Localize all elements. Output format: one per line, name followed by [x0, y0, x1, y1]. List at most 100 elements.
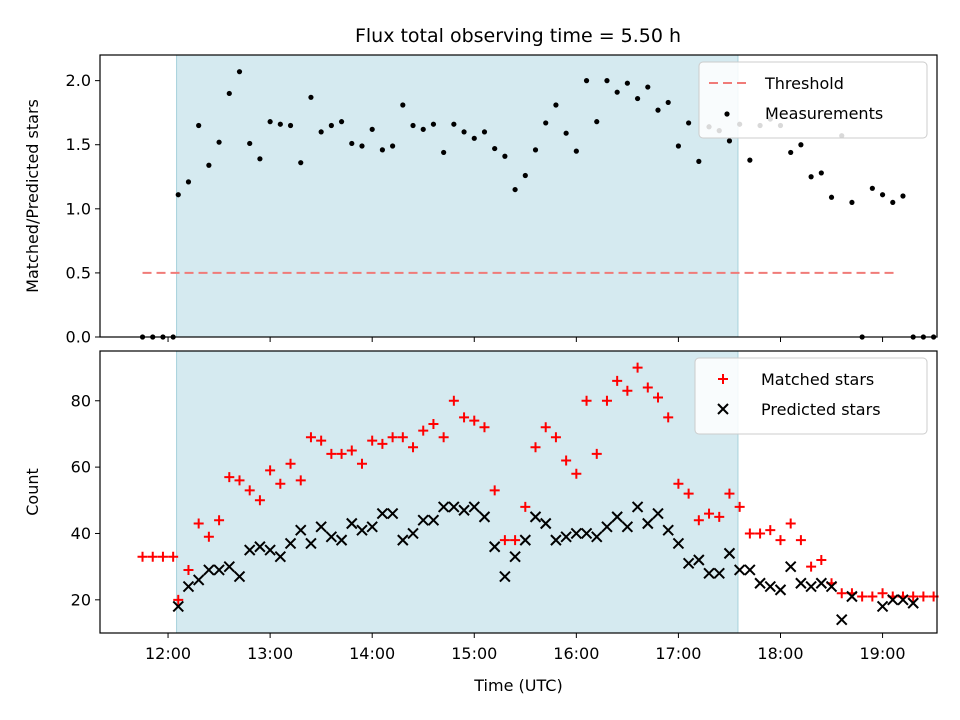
matched-star-point: [877, 588, 888, 599]
predicted-star-point: [254, 541, 266, 553]
predicted-star-point: [764, 580, 776, 593]
matched-star-point: [408, 442, 419, 453]
measurement-point: [818, 170, 824, 176]
measurement-point: [338, 119, 345, 125]
predicted-star-point: [437, 501, 450, 513]
measurement-point: [726, 138, 733, 144]
measurement-point: [604, 78, 610, 84]
x-tick-label: 15:00: [451, 644, 497, 663]
measurement-point: [349, 140, 355, 147]
y-tick-label: 80: [71, 391, 91, 410]
predicted-star-point: [264, 544, 276, 556]
matched-star-point: [724, 488, 735, 499]
predicted-star-point: [509, 550, 521, 563]
predicted-star-point: [611, 511, 623, 523]
measurement-point: [869, 185, 875, 191]
predicted-star-point: [448, 501, 460, 513]
matched-star-point: [137, 551, 148, 562]
matched-star-point: [867, 591, 878, 602]
matched-star-point: [550, 432, 561, 443]
series-matched-stars: [137, 362, 939, 605]
predicted-star-point: [386, 507, 399, 520]
matched-star-point: [704, 508, 715, 519]
measurement-point: [379, 147, 386, 153]
matched-star-point: [857, 591, 868, 602]
series-predicted-stars: [172, 501, 919, 626]
measurement-point: [675, 143, 682, 149]
measurement-point: [390, 143, 396, 149]
bottom-panel: 20 40 60 80 12:00 13:00 14:00 15:00 16:00 17:00 18…: [23, 350, 939, 695]
measurement-point: [492, 145, 498, 152]
predicted-star-point: [468, 501, 480, 513]
predicted-star-point: [519, 534, 532, 546]
matched-star-point: [285, 458, 296, 469]
predicted-star-point: [203, 564, 215, 576]
measurement-point: [441, 149, 447, 156]
predicted-star-point: [570, 527, 583, 540]
measurement-point: [359, 143, 365, 149]
measurement-point: [206, 162, 212, 168]
predicted-star-point: [182, 580, 195, 593]
measurement-point: [185, 179, 192, 185]
predicted-star-point: [591, 531, 603, 543]
y-axis-label: Count: [23, 468, 42, 516]
matched-star-point: [459, 412, 470, 423]
matched-star-point: [479, 422, 490, 433]
predicted-star-point: [631, 501, 644, 513]
measurement-point: [665, 99, 671, 106]
predicted-star-point: [652, 507, 664, 520]
y-axis-label: Matched/Predicted stars: [23, 99, 42, 293]
matched-star-point: [234, 475, 245, 486]
matched-star-point: [918, 591, 929, 602]
matched-star-point: [795, 535, 806, 546]
predicted-star-point: [907, 597, 919, 609]
x-tick-label: 12:00: [145, 644, 191, 663]
measurement-point: [890, 199, 896, 206]
measurement-point: [277, 121, 283, 127]
predicted-star-point: [499, 570, 511, 583]
predicted-star-point: [601, 521, 613, 533]
legend-label: Measurements: [765, 104, 883, 123]
predicted-star-point: [335, 534, 348, 546]
matched-star-point: [418, 425, 429, 436]
legend-predicted-swatch: [717, 403, 729, 415]
matched-star-point: [157, 551, 168, 562]
measurement-point: [369, 126, 375, 132]
matched-star-point: [224, 472, 235, 483]
matched-star-point: [601, 395, 612, 406]
matched-star-point: [387, 432, 398, 443]
predicted-star-point: [376, 507, 389, 520]
measurement-point: [481, 129, 488, 135]
predicted-star-point: [284, 537, 297, 550]
matched-star-point: [683, 488, 694, 499]
measurement-point: [747, 157, 753, 163]
y-tick-label: 60: [71, 458, 91, 477]
matched-star-point: [244, 485, 255, 496]
measurement-point: [175, 192, 181, 198]
matched-star-point: [510, 535, 521, 546]
matched-star-point: [305, 432, 316, 443]
measurement-point: [430, 121, 437, 127]
measurement-point: [798, 142, 804, 148]
measurement-point: [502, 153, 508, 159]
x-tick-label: 13:00: [247, 644, 293, 663]
matched-star-point: [591, 448, 602, 459]
predicted-star-point: [213, 564, 225, 576]
predicted-star-point: [784, 560, 797, 573]
y-tick-label: 40: [71, 524, 91, 543]
matched-star-point: [530, 442, 541, 453]
matched-star-point: [561, 455, 572, 466]
predicted-star-point: [417, 514, 429, 526]
axes-frame: [99, 54, 938, 338]
predicted-star-point: [621, 521, 634, 533]
y-tick-label: 0.0: [66, 328, 91, 347]
predicted-star-point: [693, 554, 705, 566]
predicted-star-point: [233, 570, 246, 583]
measurement-point: [553, 102, 559, 108]
matched-star-point: [367, 435, 378, 446]
predicted-star-point: [682, 557, 695, 570]
matched-star-point: [203, 531, 214, 542]
matched-star-point: [714, 511, 725, 522]
matched-star-point: [540, 422, 551, 433]
